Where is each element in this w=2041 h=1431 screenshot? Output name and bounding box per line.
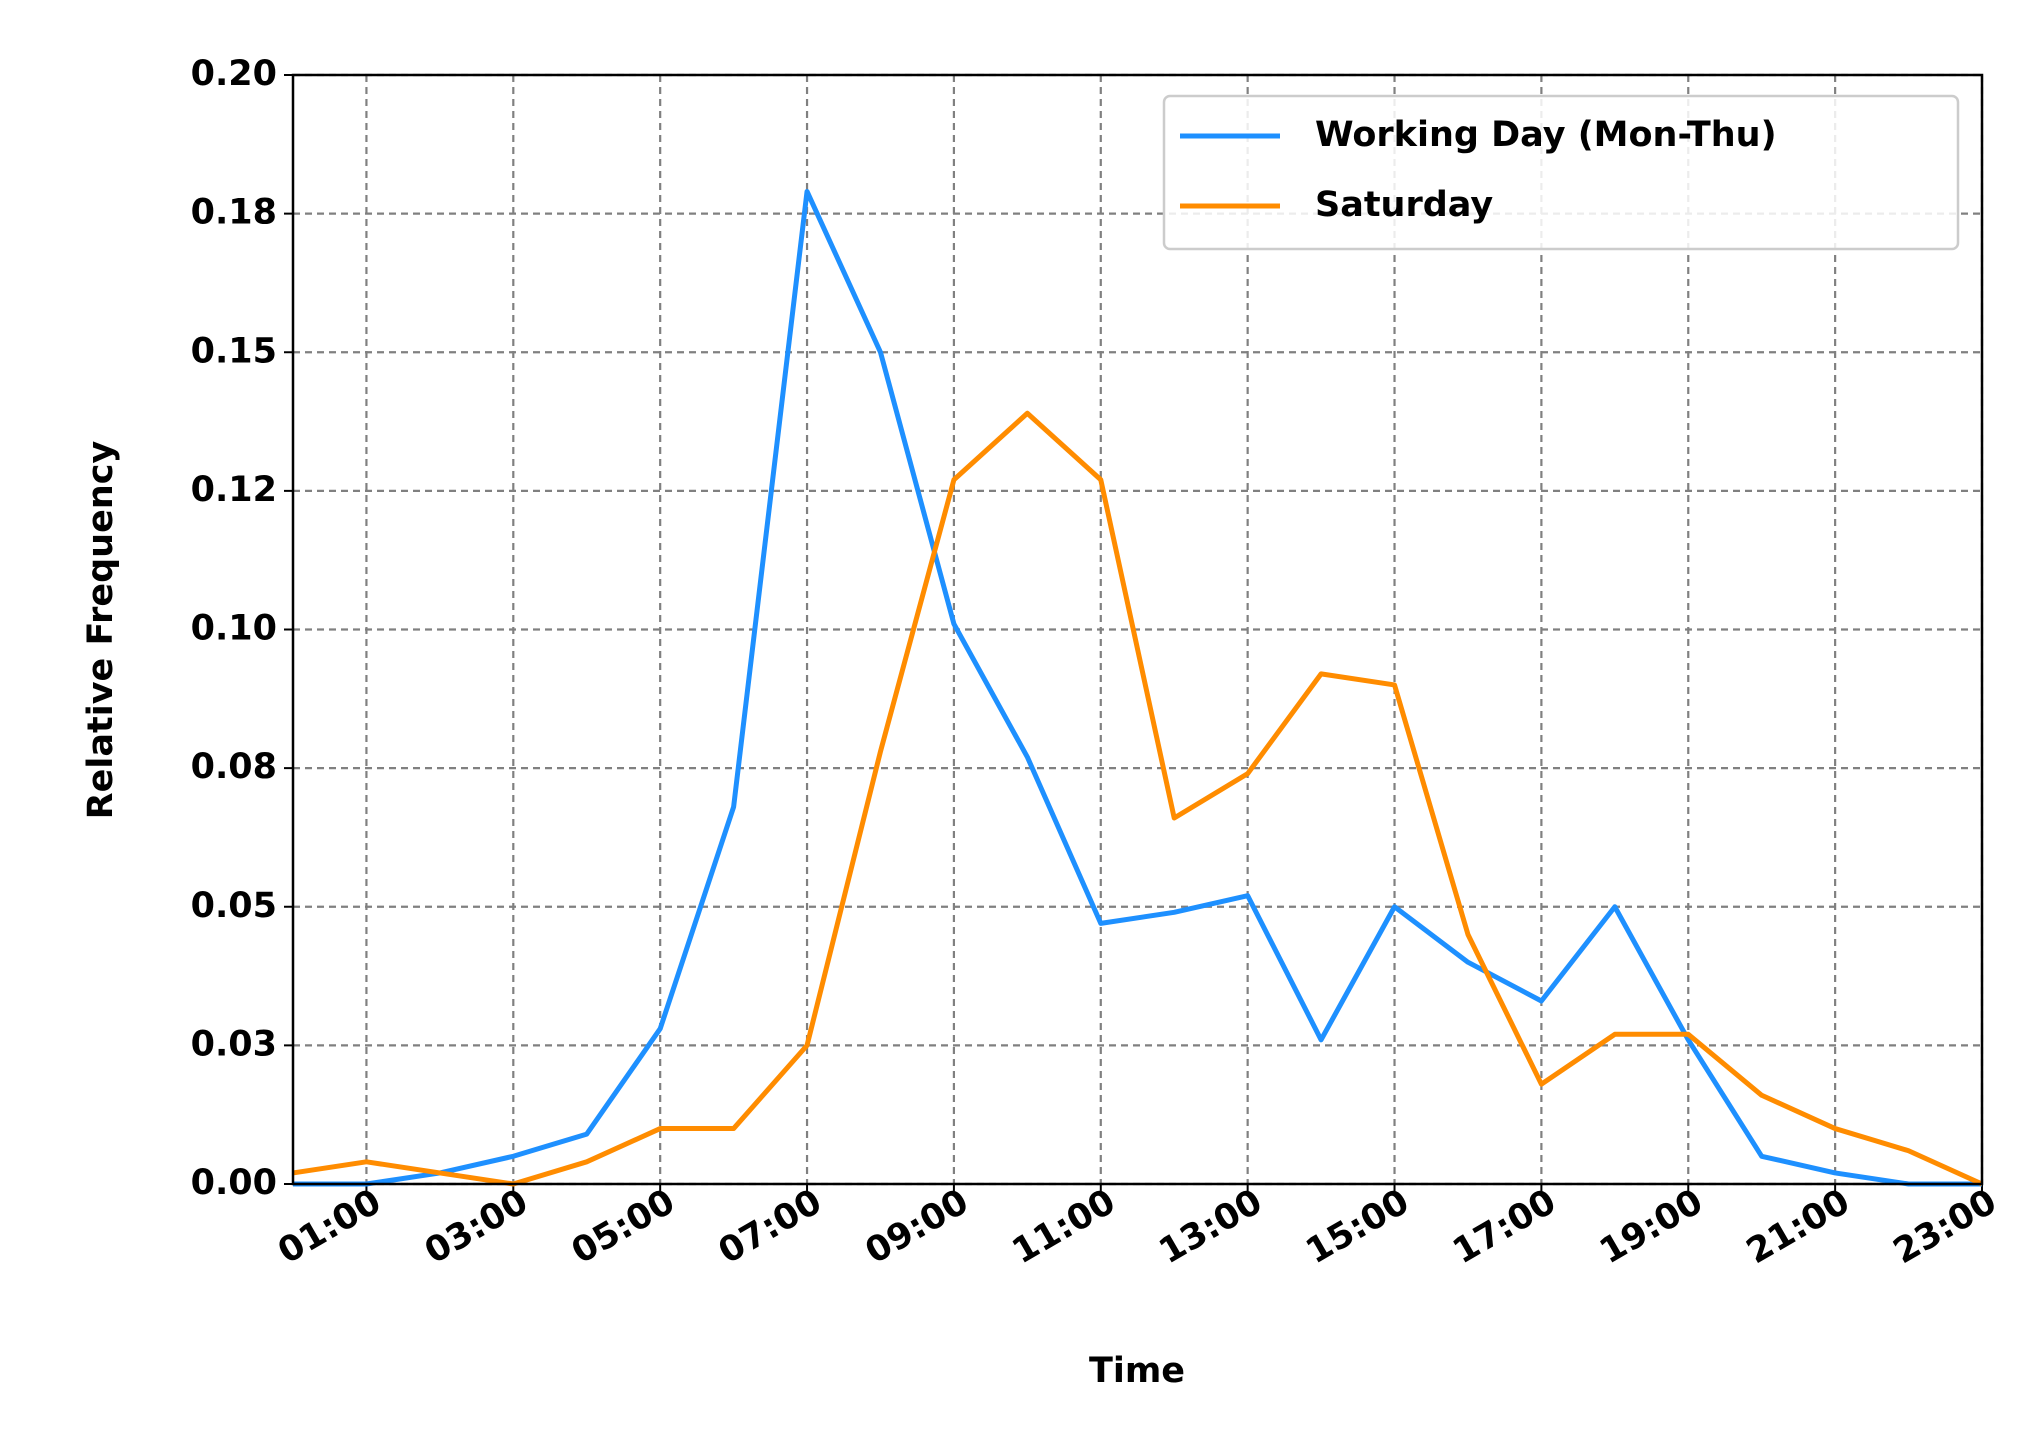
y-tick-label: 0.20	[191, 54, 277, 94]
data-line	[292, 410, 1984, 1187]
x-tick-label: 05:00	[565, 1182, 681, 1272]
data-line	[293, 188, 1982, 1187]
y-tick-label: 0.12	[191, 470, 277, 510]
legend-label: Working Day (Mon-Thu)	[1315, 115, 1777, 155]
x-tick-label: 03:00	[418, 1182, 534, 1272]
x-tick-label: 17:00	[1446, 1182, 1562, 1272]
x-tick-label: 07:00	[712, 1182, 828, 1272]
x-axis-label: Time	[1089, 1351, 1185, 1391]
y-tick-label: 0.15	[191, 331, 277, 371]
x-tick-label: 23:00	[1887, 1182, 2003, 1272]
x-tick-label: 15:00	[1300, 1182, 1416, 1272]
legend-box	[1162, 94, 1960, 251]
x-tick-label: 13:00	[1153, 1182, 1269, 1272]
x-tick-label: 21:00	[1740, 1182, 1856, 1272]
y-tick-label: 0.10	[191, 609, 277, 649]
x-tick-label: 01:00	[271, 1182, 387, 1272]
x-tick-label: 11:00	[1006, 1182, 1122, 1272]
x-tick-label: 09:00	[859, 1182, 975, 1272]
y-tick-label: 0.05	[191, 886, 277, 926]
y-axis-label: Relative Frequency	[81, 441, 121, 820]
y-tick-label: 0.08	[191, 747, 277, 787]
legend-label: Saturday	[1315, 185, 1493, 225]
y-tick-label: 0.03	[191, 1024, 277, 1064]
y-tick-label: 0.18	[191, 193, 277, 233]
y-tick-label: 0.00	[191, 1163, 277, 1203]
plot-frame	[291, 73, 1984, 1186]
x-tick-label: 19:00	[1593, 1182, 1709, 1272]
